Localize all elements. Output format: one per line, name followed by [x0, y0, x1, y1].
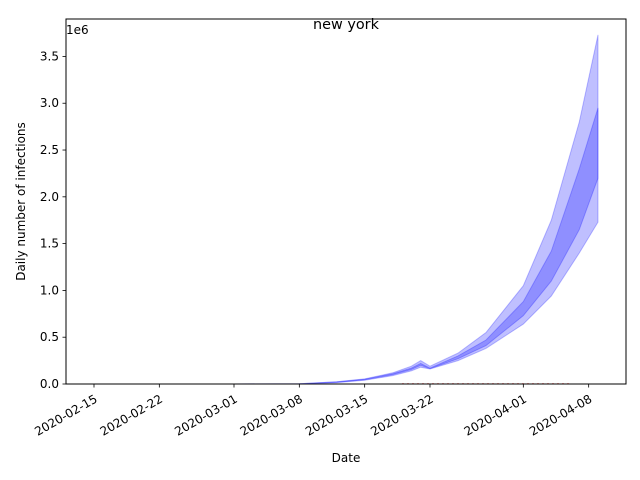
x-tick-label: 2020-02-22	[98, 392, 165, 439]
x-tick-label: 2020-03-08	[238, 392, 305, 439]
y-tick-label: 3.0	[40, 96, 59, 110]
x-tick-label: 2020-02-15	[32, 392, 99, 439]
y-tick-label: 2.5	[40, 143, 59, 157]
x-tick-label: 2020-03-15	[303, 392, 370, 439]
x-axis-title: Date	[332, 451, 361, 465]
y-tick-label: 1.5	[40, 237, 59, 251]
x-tick-label: 2020-03-22	[368, 392, 435, 439]
y-axis-title: Daily number of infections	[14, 122, 28, 281]
band-group	[94, 34, 599, 385]
plot-frame	[65, 18, 627, 385]
x-tick-label: 2020-04-08	[527, 392, 594, 439]
y-tick-label: 0.0	[40, 377, 59, 391]
y-tick-label: 3.5	[40, 49, 59, 63]
x-tick-label: 2020-03-01	[172, 392, 239, 439]
y-scale-label: 1e6	[66, 23, 89, 37]
y-tick-label: 2.0	[40, 190, 59, 204]
x-tick-label: 2020-04-01	[462, 392, 529, 439]
inner-band	[94, 107, 599, 385]
chart-title: new york	[313, 17, 380, 33]
y-tick-label: 1.0	[40, 283, 59, 297]
y-axis: 0.0 0.5 1.0 1.5 2.0 2.5 3.0 3.5	[40, 49, 66, 391]
outer-band	[94, 34, 599, 385]
y-tick-label: 0.5	[40, 330, 59, 344]
